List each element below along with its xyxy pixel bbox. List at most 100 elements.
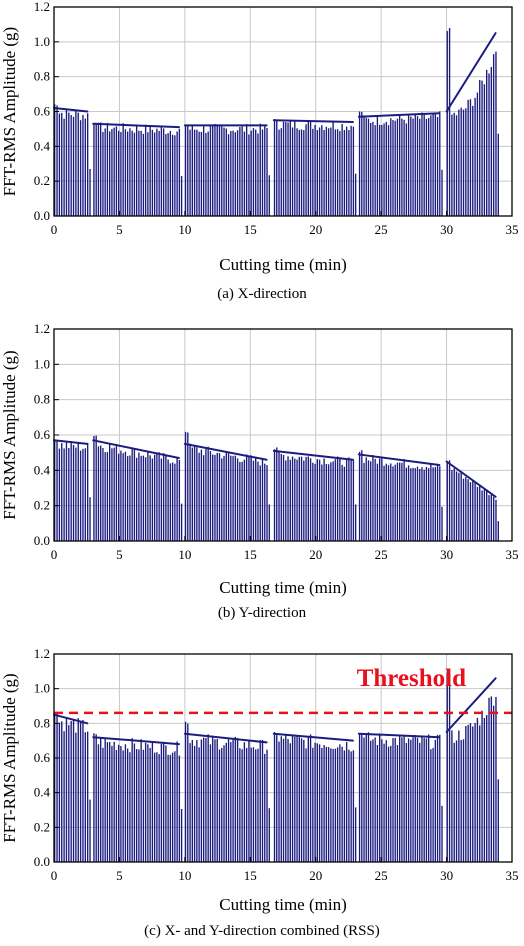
- bar: [140, 455, 142, 541]
- bar: [158, 452, 160, 541]
- bar: [234, 455, 237, 541]
- bar: [392, 120, 394, 216]
- bar: [481, 490, 483, 541]
- bar: [97, 744, 100, 862]
- bar: [401, 118, 403, 216]
- bar: [423, 738, 425, 862]
- bar: [434, 112, 436, 216]
- bar: [467, 99, 469, 216]
- bar: [266, 749, 268, 862]
- bar: [332, 748, 334, 862]
- bar: [458, 730, 460, 862]
- bar: [149, 125, 151, 216]
- bar: [162, 453, 165, 541]
- bar: [446, 31, 448, 216]
- bar: [189, 129, 191, 216]
- bar: [407, 738, 410, 862]
- bar: [336, 456, 339, 541]
- bar: [312, 747, 314, 862]
- bar: [153, 752, 156, 862]
- bar: [122, 750, 124, 862]
- bar: [138, 130, 140, 216]
- bar: [303, 739, 305, 862]
- bar: [383, 123, 385, 216]
- bar: [95, 124, 97, 216]
- bar: [142, 133, 145, 216]
- bar: [153, 454, 156, 541]
- x-tick-label: 20: [309, 868, 322, 883]
- y-tick-label: 0.6: [34, 104, 51, 119]
- bar: [79, 721, 82, 862]
- bar: [167, 459, 169, 541]
- bar: [296, 128, 298, 216]
- bar: [162, 128, 165, 216]
- y-tick-label: 1.2: [34, 321, 50, 336]
- segment-envelope: [92, 736, 180, 746]
- bar: [325, 126, 328, 216]
- bar: [381, 739, 383, 862]
- bar: [332, 121, 334, 216]
- bar: [352, 750, 355, 862]
- bar: [169, 754, 172, 862]
- bar: [403, 735, 405, 862]
- bar: [365, 733, 367, 862]
- y-axis-label: FFT-RMS Amplitude (g): [0, 350, 19, 519]
- bar: [430, 463, 432, 541]
- bar: [381, 458, 383, 541]
- bar: [497, 779, 499, 862]
- bar: [200, 131, 203, 216]
- bar: [372, 121, 374, 216]
- bar: [385, 463, 387, 541]
- bar: [135, 749, 138, 862]
- bar: [261, 740, 264, 862]
- bar: [257, 748, 259, 862]
- bar: [147, 744, 149, 862]
- bar: [280, 736, 282, 862]
- bar: [323, 458, 325, 541]
- bar: [86, 731, 89, 862]
- bar: [124, 129, 127, 216]
- bar: [248, 134, 250, 216]
- bar: [140, 130, 142, 216]
- bar: [414, 734, 416, 862]
- bar: [451, 730, 453, 862]
- bar: [153, 132, 156, 216]
- bar: [307, 120, 310, 216]
- bar: [403, 459, 405, 541]
- bar: [95, 435, 97, 541]
- bar: [171, 752, 174, 862]
- y-tick-label: 0.4: [34, 462, 51, 477]
- bar: [198, 131, 200, 216]
- bar: [390, 463, 392, 541]
- bar: [131, 449, 133, 541]
- bar: [325, 746, 328, 862]
- bar: [266, 465, 268, 541]
- bar: [149, 747, 151, 862]
- bar: [436, 734, 439, 862]
- bar: [198, 452, 200, 541]
- bar: [236, 458, 239, 541]
- bar: [495, 499, 497, 541]
- y-tick-label: 0.4: [34, 785, 51, 800]
- x-tick-label: 30: [440, 222, 453, 237]
- bar: [191, 739, 194, 862]
- bar: [474, 97, 476, 216]
- bar: [108, 742, 111, 862]
- threshold-label: Threshold: [357, 665, 466, 692]
- bar: [327, 464, 330, 541]
- bar: [330, 127, 332, 216]
- bar: [439, 466, 441, 541]
- bar: [309, 734, 312, 862]
- bar: [451, 470, 453, 541]
- x-tick-label: 35: [506, 222, 519, 237]
- bar: [198, 747, 200, 862]
- bar: [162, 742, 165, 862]
- bar: [287, 739, 289, 862]
- bar: [303, 460, 305, 541]
- bar: [303, 130, 305, 216]
- bar: [345, 126, 348, 216]
- bar: [221, 747, 223, 862]
- bar: [248, 740, 250, 862]
- bar: [460, 740, 462, 862]
- bar: [104, 452, 106, 541]
